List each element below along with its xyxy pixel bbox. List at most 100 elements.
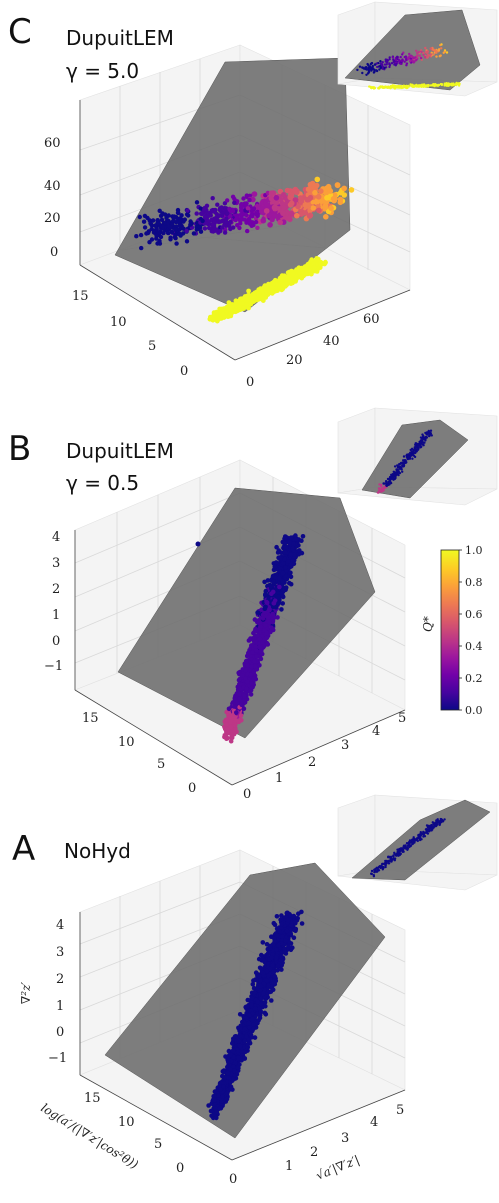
data-point [284,187,291,194]
data-point [266,619,272,625]
data-point [377,87,380,90]
data-point [265,642,271,647]
x-tick: 0 [243,787,251,802]
data-point [391,56,394,59]
z-tick: 4 [52,530,60,545]
data-point [256,956,262,962]
data-point [200,218,205,224]
data-point [244,302,250,308]
data-point [385,481,388,485]
data-point [245,997,251,1003]
data-point [269,288,275,294]
data-point [138,232,144,238]
data-point [367,63,370,67]
data-point [423,56,427,59]
data-point [322,205,328,211]
data-point [383,63,387,66]
data-point [253,648,259,653]
data-point [388,62,391,65]
data-point [273,575,279,580]
data-point [401,461,404,464]
data-point [279,967,284,972]
data-point [419,56,423,60]
data-point [378,65,382,68]
data-point [302,210,309,216]
data-point [439,54,442,57]
data-point [381,67,384,70]
data-point [139,245,144,251]
data-point [388,65,391,69]
z-tick: 40 [44,179,61,194]
data-point [264,635,270,641]
scatter-points [195,533,306,744]
data-point [287,540,293,546]
data-point [275,282,281,287]
data-point [197,224,203,230]
data-point [399,62,402,65]
data-point [157,241,163,246]
data-point [409,60,412,63]
data-point [424,50,428,54]
data-point [238,212,244,217]
data-point [277,219,284,226]
data-point [260,298,266,303]
data-point [337,199,344,206]
data-point [275,550,281,555]
colorbar-tick: 0.8 [465,576,483,589]
data-point [290,945,295,950]
data-point [426,84,429,88]
data-point [233,217,238,223]
data-point [275,615,280,620]
data-point [268,190,275,196]
data-point [290,545,296,551]
data-point [365,73,368,77]
data-point [384,480,388,483]
data-point [383,482,386,485]
data-point [244,679,250,684]
data-point [202,226,208,231]
data-point [220,225,225,230]
data-point [287,580,292,586]
data-point [220,211,225,216]
data-point [323,199,330,205]
data-point [228,213,233,219]
data-point [397,85,400,89]
data-point [236,304,242,310]
data-point [226,706,232,712]
data-point [371,64,374,68]
data-point [281,204,287,211]
data-point [304,267,309,273]
data-point [439,43,442,47]
y-tick: 15 [72,289,89,304]
data-point [195,541,201,547]
data-point [239,699,244,705]
data-point [416,51,419,55]
data-point [408,52,411,56]
data-point [263,208,270,214]
data-point [379,85,382,88]
data-point [208,1108,214,1114]
panel-c: C DupuitLEM γ = 5.0 60 [8,1,498,390]
data-point [275,594,281,600]
data-point [309,271,314,277]
data-point [245,228,250,234]
inset-scatter-points [376,429,433,494]
data-point [447,84,450,88]
data-point [247,197,252,203]
scatter-points [206,909,305,1121]
data-point [434,49,437,53]
data-point [283,565,288,570]
y-tick: 0 [180,364,188,379]
data-point [260,940,266,945]
data-point [220,1073,225,1079]
data-point [394,84,397,88]
data-point [210,196,215,201]
data-point [169,229,175,235]
data-point [399,462,402,465]
data-point [378,68,381,71]
data-point [302,202,309,208]
data-point [283,585,289,590]
data-point [262,606,268,611]
data-point [280,282,286,288]
data-point [280,210,286,216]
